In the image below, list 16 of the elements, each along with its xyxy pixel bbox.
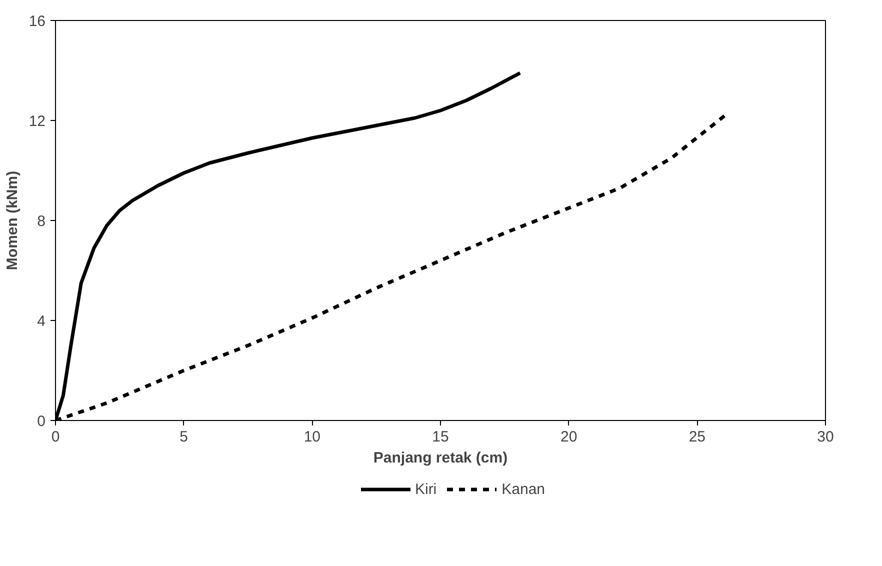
x-axis-title: Panjang retak (cm) bbox=[373, 450, 508, 466]
x-tick-label: 30 bbox=[817, 428, 834, 446]
x-tick-label: 20 bbox=[560, 428, 578, 446]
x-tick-label: 15 bbox=[432, 428, 449, 446]
y-tick-label: 16 bbox=[28, 13, 46, 30]
y-tick-label: 0 bbox=[37, 413, 46, 430]
x-tick-label: 0 bbox=[51, 428, 60, 446]
x-tick-label: 5 bbox=[180, 428, 188, 446]
x-tick-label: 25 bbox=[688, 428, 706, 446]
legend-label: Kiri bbox=[414, 480, 437, 498]
y-tick-label: 12 bbox=[28, 113, 46, 130]
legend-label: Kanan bbox=[502, 480, 546, 498]
y-axis-title: Momen (kNm) bbox=[4, 170, 21, 270]
x-tick-label: 10 bbox=[304, 428, 321, 446]
y-tick-label: 4 bbox=[37, 313, 46, 330]
y-tick-label: 8 bbox=[37, 213, 46, 230]
